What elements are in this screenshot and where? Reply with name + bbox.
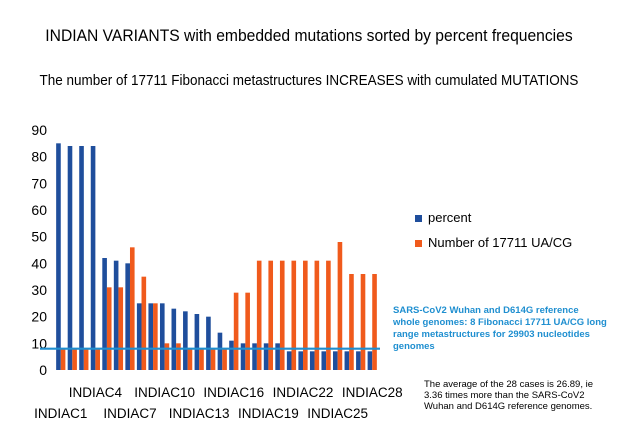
bar-ua-cg — [95, 348, 100, 370]
bar-percent — [148, 303, 154, 370]
legend-item-ua-cg: Number of 17711 UA/CG — [415, 235, 572, 250]
bar-percent — [194, 314, 200, 370]
x-tick-label: INDIAC19 — [238, 406, 299, 421]
x-tick-label: INDIAC13 — [169, 406, 230, 421]
bar-percent — [113, 260, 119, 370]
bar-percent — [333, 351, 338, 370]
reference-note: SARS-CoV2 Wuhan and D614G reference whol… — [393, 305, 607, 352]
bar-percent — [159, 303, 165, 370]
bar-percent — [298, 351, 304, 370]
x-tick-label: INDIAC4 — [69, 385, 123, 400]
bar-ua-cg — [303, 260, 308, 370]
bar-ua-cg — [60, 348, 66, 370]
bar-ua-cg — [164, 343, 170, 370]
y-tick-label: 60 — [31, 202, 47, 218]
bar-ua-cg — [360, 274, 366, 370]
bar-ua-cg — [279, 260, 285, 370]
bar-percent — [367, 351, 373, 370]
bar-ua-cg — [291, 260, 297, 370]
x-tick-label: INDIAC25 — [307, 406, 368, 421]
legend-label-percent: percent — [428, 210, 472, 225]
bar-ua-cg — [349, 274, 354, 370]
bar-ua-cg — [233, 292, 239, 370]
y-tick-label: 30 — [31, 282, 47, 298]
bar-ua-cg — [118, 287, 124, 370]
bar-percent — [171, 308, 177, 370]
bar-ua-cg — [176, 343, 181, 370]
bar-ua-cg — [153, 303, 158, 370]
legend-swatch-percent — [415, 215, 422, 223]
y-tick-label: 20 — [31, 309, 47, 325]
bar-percent — [136, 303, 142, 370]
chart-subtitle: The number of 17711 Fibonacci metastruct… — [39, 73, 579, 89]
average-note: The average of the 28 cases is 26.89, ie… — [424, 379, 593, 412]
bar-percent — [183, 311, 188, 370]
bar-percent — [309, 351, 315, 370]
bar-ua-cg — [268, 260, 274, 370]
bar-percent — [252, 343, 257, 370]
x-tick-label: INDIAC7 — [103, 406, 156, 421]
y-tick-label: 90 — [31, 122, 47, 138]
y-tick-label: 10 — [31, 335, 47, 351]
bar-percent — [206, 316, 211, 370]
y-tick-label: 80 — [31, 149, 47, 165]
bar-ua-cg — [245, 292, 250, 370]
bar-percent — [344, 351, 350, 370]
bar-percent — [240, 343, 246, 370]
y-tick-label: 0 — [39, 362, 47, 378]
bar-percent — [275, 343, 280, 370]
y-tick-label: 40 — [31, 255, 47, 271]
bar-ua-cg — [337, 242, 343, 370]
y-tick-label: 70 — [31, 175, 47, 191]
bar-percent — [229, 340, 234, 370]
bar-ua-cg — [83, 348, 89, 370]
bar-ua-cg — [256, 260, 262, 370]
x-tick-label: INDIAC28 — [342, 385, 403, 400]
x-tick-label: INDIAC10 — [134, 385, 195, 400]
bar-ua-cg — [106, 287, 112, 370]
bar-ua-cg — [314, 260, 320, 370]
bar-ua-cg — [326, 260, 331, 370]
bar-percent — [90, 146, 96, 370]
bar-ua-cg — [141, 276, 147, 370]
bar-percent — [217, 332, 223, 370]
bar-ua-cg — [129, 247, 135, 370]
bar-percent — [125, 263, 130, 370]
bar-ua-cg — [72, 348, 77, 370]
x-tick-label: INDIAC22 — [273, 385, 334, 400]
bar-ua-cg — [372, 274, 377, 370]
legend-swatch-ua-cg — [415, 240, 422, 248]
bar-percent — [263, 343, 269, 370]
chart-title: INDIAN VARIANTS with embedded mutations … — [45, 26, 573, 45]
bar-percent — [56, 143, 61, 370]
bar-ua-cg — [199, 348, 204, 370]
legend-label-ua-cg: Number of 17711 UA/CG — [428, 235, 573, 250]
bar-percent — [67, 146, 73, 370]
y-tick-label: 50 — [31, 229, 47, 245]
bar-ua-cg — [210, 348, 216, 370]
bar-percent — [321, 351, 327, 370]
x-tick-label: INDIAC1 — [34, 406, 87, 421]
x-tick-label: INDIAC16 — [203, 385, 264, 400]
bar-ua-cg — [222, 348, 227, 370]
legend-item-percent: percent — [415, 210, 471, 225]
bar-percent — [79, 146, 84, 370]
bar-ua-cg — [187, 348, 193, 370]
bar-percent — [102, 258, 107, 370]
bar-percent — [356, 351, 361, 370]
bar-percent — [286, 351, 292, 370]
